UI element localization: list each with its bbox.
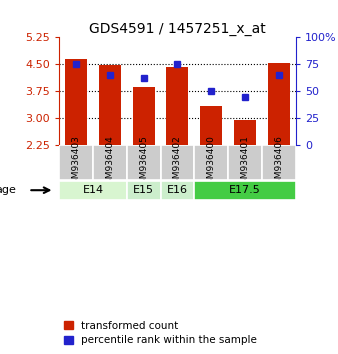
Text: GSM936402: GSM936402 bbox=[173, 135, 182, 190]
Bar bbox=[59, 181, 127, 200]
Text: E17.5: E17.5 bbox=[229, 185, 261, 195]
Bar bbox=[127, 145, 161, 181]
Bar bbox=[99, 65, 121, 145]
Text: GSM936405: GSM936405 bbox=[139, 135, 148, 190]
Bar bbox=[127, 181, 161, 200]
Title: GDS4591 / 1457251_x_at: GDS4591 / 1457251_x_at bbox=[89, 22, 266, 36]
Text: GSM936403: GSM936403 bbox=[72, 135, 80, 190]
Text: GSM936404: GSM936404 bbox=[105, 135, 114, 190]
Text: age: age bbox=[0, 185, 17, 195]
Bar bbox=[166, 67, 188, 145]
Legend: transformed count, percentile rank within the sample: transformed count, percentile rank withi… bbox=[64, 321, 257, 345]
Bar bbox=[161, 145, 194, 181]
Text: GSM936406: GSM936406 bbox=[274, 135, 283, 190]
Bar bbox=[228, 145, 262, 181]
Bar bbox=[268, 63, 290, 145]
Text: GSM936401: GSM936401 bbox=[241, 135, 249, 190]
Text: GSM936400: GSM936400 bbox=[207, 135, 216, 190]
Bar bbox=[93, 145, 127, 181]
Bar bbox=[262, 145, 296, 181]
Bar bbox=[161, 181, 194, 200]
Text: E16: E16 bbox=[167, 185, 188, 195]
Bar bbox=[132, 87, 154, 145]
Text: E14: E14 bbox=[82, 185, 103, 195]
Bar bbox=[234, 120, 256, 145]
Bar bbox=[59, 145, 93, 181]
Bar bbox=[194, 145, 228, 181]
Bar bbox=[65, 59, 87, 145]
Bar bbox=[200, 105, 222, 145]
Bar bbox=[194, 181, 296, 200]
Text: E15: E15 bbox=[133, 185, 154, 195]
